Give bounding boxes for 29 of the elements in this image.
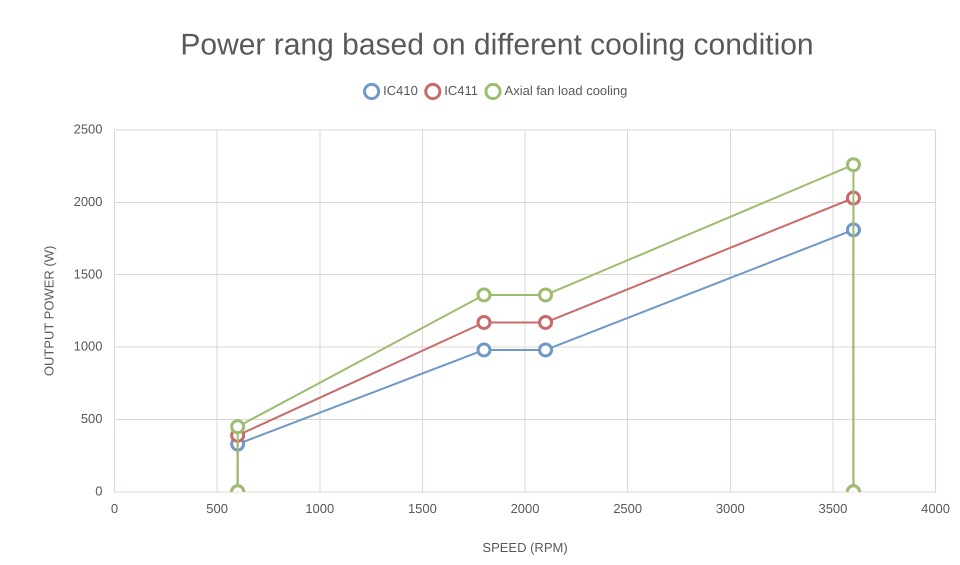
point (230, 419, 246, 434)
point (476, 287, 492, 302)
y-tick-label: 0 (95, 483, 103, 498)
x-tick-label: 2500 (613, 501, 642, 516)
legend-label: Axial fan load cooling (504, 83, 628, 98)
y-tick-label: 2000 (74, 194, 103, 209)
y-axis-title: OUTPUT POWER (W) (41, 246, 56, 376)
point (476, 314, 492, 330)
point (476, 342, 492, 358)
point (538, 287, 554, 302)
chart-title: Power rang based on different cooling condition (180, 28, 814, 62)
y-tick-label: 1500 (74, 266, 103, 282)
y-tick-label: 1000 (74, 338, 103, 354)
x-tick-label: 1500 (408, 501, 437, 516)
point (538, 342, 554, 358)
point (538, 314, 554, 330)
x-tick-label: 2000 (510, 501, 540, 516)
y-tick-label: 2500 (74, 122, 103, 137)
legend-label: IC411 (444, 83, 478, 98)
y-tick-label: 500 (80, 411, 103, 426)
x-tick-label: 4000 (921, 501, 950, 516)
legend-label: IC410 (383, 83, 418, 98)
x-tick-label: 3500 (818, 501, 848, 516)
x-tick-label: 0 (110, 501, 118, 516)
x-tick-label: 3000 (716, 501, 745, 516)
x-tick-label: 1000 (305, 501, 334, 516)
point (846, 157, 861, 172)
x-tick-label: 500 (206, 501, 228, 516)
x-axis-title: SPEED (RPM) (482, 540, 568, 555)
